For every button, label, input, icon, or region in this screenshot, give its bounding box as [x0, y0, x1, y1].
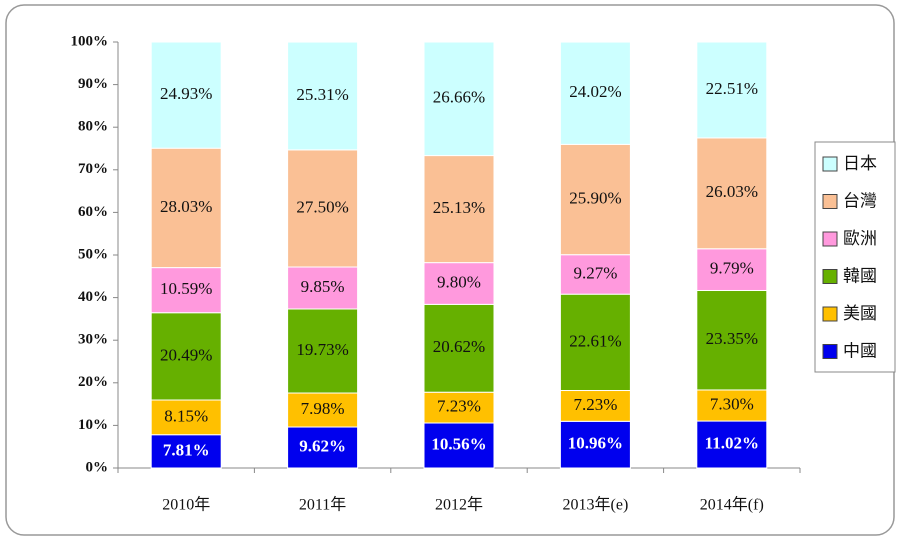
value-label: 25.13% — [433, 198, 485, 217]
bar-segment — [423, 303, 495, 393]
value-label: 25.31% — [296, 85, 348, 104]
y-tick-label: 50% — [78, 246, 108, 262]
x-tick-label: 2014年(f) — [700, 496, 764, 514]
value-label: 7.98% — [301, 399, 345, 418]
x-tick-label: 2011年 — [299, 496, 346, 514]
value-label: 7.23% — [573, 395, 617, 414]
bar-segment — [287, 308, 359, 394]
bar-segment — [287, 149, 359, 268]
legend-swatch — [822, 156, 838, 172]
bar-segment — [559, 254, 631, 295]
value-label: 9.27% — [573, 263, 617, 282]
y-tick-label: 30% — [78, 332, 108, 348]
value-label: 20.49% — [160, 345, 212, 364]
legend-label: 歐洲 — [843, 229, 877, 249]
bar-segment — [696, 389, 768, 422]
bar-segment — [150, 312, 222, 401]
value-label: 10.59% — [160, 279, 212, 298]
y-tick-label: 40% — [78, 289, 108, 305]
legend-swatch — [822, 344, 838, 359]
legend-label: 美國 — [843, 304, 877, 324]
x-tick-label: 2013年(e) — [563, 496, 629, 514]
x-tick-label: 2010年 — [162, 496, 210, 514]
bar-segment — [696, 420, 768, 469]
value-label: 25.90% — [569, 188, 621, 207]
legend-swatch — [822, 231, 838, 247]
bar-segment — [423, 262, 495, 305]
bar-segment — [423, 155, 495, 264]
bar-segment — [150, 147, 222, 269]
y-tick-label: 80% — [78, 119, 108, 135]
value-label: 27.50% — [296, 197, 348, 216]
value-label: 7.23% — [437, 397, 481, 416]
value-label: 11.02% — [705, 433, 759, 452]
bar-segment — [559, 420, 631, 469]
value-label: 9.62% — [299, 436, 346, 455]
value-label: 9.79% — [710, 259, 754, 278]
bar-segment — [696, 248, 768, 291]
bar-segment — [150, 41, 222, 149]
y-tick-label: 10% — [78, 417, 108, 433]
y-tick-label: 0% — [86, 459, 109, 475]
value-label: 23.35% — [706, 329, 758, 348]
legend-label: 日本 — [843, 154, 877, 174]
value-label: 20.62% — [433, 337, 485, 356]
legend-label: 中國 — [843, 342, 877, 362]
bar-segment — [696, 41, 768, 139]
bar-segment — [559, 143, 631, 256]
value-label: 10.56% — [431, 434, 486, 453]
x-tick-label: 2012年 — [435, 496, 483, 514]
y-tick-label: 60% — [78, 204, 108, 220]
legend-swatch — [822, 269, 838, 284]
bar-segment — [559, 41, 631, 145]
y-tick-label: 70% — [78, 161, 108, 177]
value-label: 26.66% — [433, 88, 485, 107]
legend-label: 韓國 — [843, 267, 877, 287]
value-label: 24.93% — [160, 84, 212, 103]
value-label: 28.03% — [160, 197, 212, 216]
value-label: 19.73% — [296, 340, 348, 359]
value-label: 24.02% — [569, 82, 621, 101]
legend-label: 台灣 — [843, 192, 877, 212]
bar-segment — [423, 422, 495, 469]
bar-segment — [287, 426, 359, 469]
y-tick-label: 20% — [78, 374, 108, 390]
value-label: 10.96% — [568, 434, 623, 453]
legend-swatch — [822, 306, 838, 322]
bar-segment — [559, 293, 631, 392]
bar-segment — [287, 41, 359, 151]
value-label: 8.15% — [164, 406, 208, 425]
value-label: 7.81% — [163, 440, 210, 459]
bar-segment — [150, 434, 222, 469]
bar-segment — [559, 390, 631, 422]
y-tick-label: 90% — [78, 76, 108, 92]
value-label: 7.30% — [710, 394, 754, 413]
value-label: 9.80% — [437, 272, 481, 291]
y-tick-label: 100% — [71, 33, 109, 49]
value-label: 22.61% — [569, 331, 621, 350]
legend-swatch — [822, 194, 838, 209]
legend-box — [814, 141, 896, 373]
value-label: 9.85% — [301, 277, 345, 296]
value-label: 22.51% — [706, 79, 758, 98]
bar-segment — [423, 41, 495, 157]
value-label: 26.03% — [706, 182, 758, 201]
bar-segment — [423, 391, 495, 424]
